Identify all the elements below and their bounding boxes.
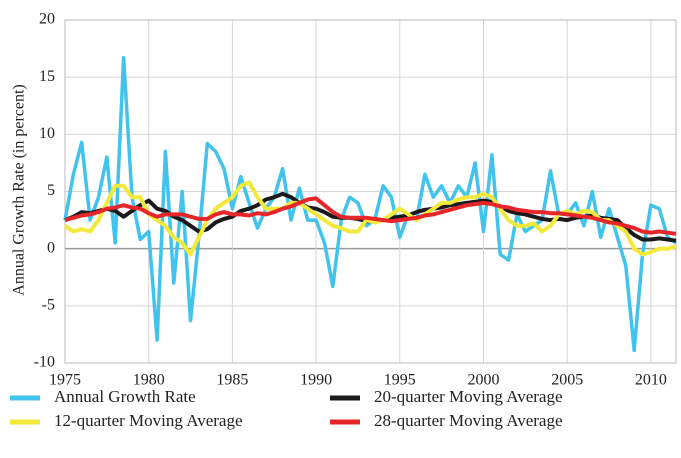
y-tick-label: 15 [39,68,55,85]
x-tick-label: 1980 [133,372,165,389]
legend-label: 12-quarter Moving Average [54,411,243,430]
x-tick-label: 2010 [635,372,667,389]
x-tick-label: 1995 [384,372,416,389]
legend-label: 20-quarter Moving Average [374,387,563,406]
x-tick-label: 1975 [49,372,81,389]
plot-frame [64,19,677,364]
y-axis-label: Annual Growth Rate (in percent) [11,84,28,295]
series-line [63,55,677,353]
y-tick-label: 10 [39,125,55,142]
x-tick-label: 2000 [467,372,499,389]
y-tick-label: 20 [39,11,55,28]
legend-label: 28-quarter Moving Average [374,411,563,430]
series-line [64,196,677,236]
y-tick-label: 5 [47,182,55,199]
x-tick-label: 1990 [300,372,332,389]
y-tick-label: -5 [42,297,55,314]
y-tick-label: 0 [47,239,55,256]
y-tick-label: -10 [34,354,55,371]
legend-label: Annual Growth Rate [54,387,196,406]
x-tick-label: 1985 [216,372,248,389]
x-tick-label: 2005 [551,372,583,389]
